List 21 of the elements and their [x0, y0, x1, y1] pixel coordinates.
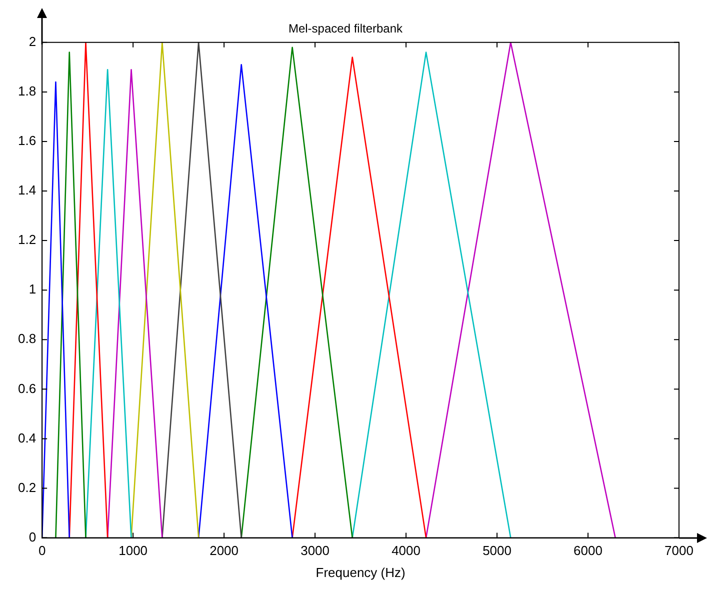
x-axis-title: Frequency (Hz): [316, 564, 406, 580]
x-tick-label: 0: [38, 543, 46, 558]
x-tick-label: 7000: [664, 543, 694, 558]
x-tick-label: 6000: [574, 543, 602, 558]
x-tick-label: 4000: [392, 543, 420, 558]
y-tick-label: 0.6: [18, 380, 36, 396]
x-tick-label: 3000: [300, 543, 330, 558]
y-tick-label: 0: [28, 529, 36, 544]
y-tick-label: 1.6: [18, 133, 36, 148]
y-tick-label: 0.2: [18, 480, 36, 495]
x-tick-label: 2000: [210, 543, 239, 558]
y-tick-label: 0.4: [18, 430, 36, 446]
x-tick-label: 1000: [118, 543, 148, 558]
y-tick-label: 1.2: [18, 232, 36, 248]
y-tick-label: 2: [28, 34, 36, 49]
y-tick-label: 1.8: [18, 84, 36, 99]
y-tick-label: 0.8: [18, 331, 36, 346]
chart-title: Mel-spaced filterbank: [288, 22, 404, 36]
y-tick-label: 1: [28, 282, 36, 297]
y-tick-label: 1.4: [18, 182, 36, 198]
x-tick-label: 5000: [482, 543, 512, 558]
